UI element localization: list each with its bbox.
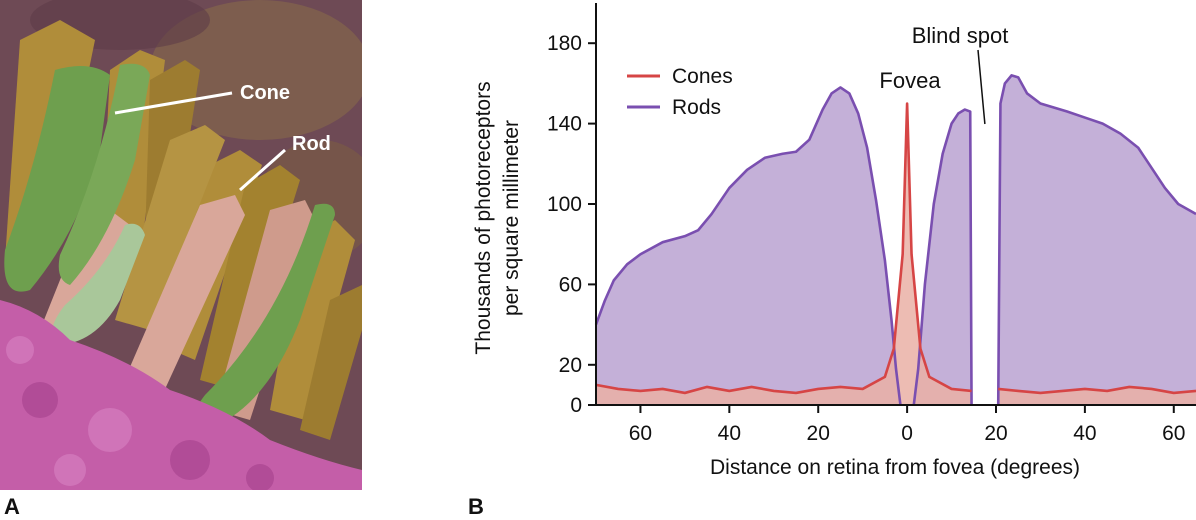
tissue-texture [170, 440, 210, 480]
cone-cell [195, 203, 335, 430]
tissue-texture [54, 454, 86, 486]
blind-spot-band [976, 63, 994, 408]
y-tick-label: 20 [559, 354, 582, 377]
cone-cell [4, 66, 110, 292]
tissue-mass [0, 300, 362, 490]
x-tick-label: 40 [718, 422, 741, 445]
cone-label: Cone [240, 82, 290, 104]
y-tick-label: 60 [559, 273, 582, 296]
y-tick-label: 100 [547, 193, 582, 216]
tissue-texture [246, 464, 274, 490]
panel-letter-b: B [468, 494, 484, 519]
rod-cell [270, 220, 355, 420]
legend: Cones Rods [627, 65, 733, 119]
blind-spot-pointer [977, 49, 986, 125]
y-axis-label: Thousands of photoreceptors [472, 81, 495, 354]
cones-area-segment-1 [998, 386, 1196, 405]
x-axis-label: Distance on retina from fovea (degrees) [710, 456, 1080, 479]
rod-label: Rod [292, 133, 331, 155]
rod-cell [115, 125, 225, 330]
rods-series-line-1 [912, 108, 973, 406]
rods-area-segment-2 [998, 75, 1196, 406]
background-blob [150, 0, 362, 140]
y-tick-label: 140 [547, 113, 582, 136]
cone-pointer-line [114, 91, 233, 115]
fovea-annotation: Fovea [879, 68, 941, 93]
legend-label-rods: Rods [672, 96, 721, 119]
rod-pointer-line [239, 148, 286, 192]
legend-label-cones: Cones [672, 65, 733, 88]
rods-series-line-0 [594, 86, 902, 406]
rods-area-segment-1 [913, 109, 972, 405]
rods-series-line-2 [996, 74, 1196, 406]
tissue-texture [6, 336, 34, 364]
blind-spot-annotation: Blind spot [912, 23, 1009, 48]
x-tick-label: 0 [901, 422, 913, 445]
rods-area-segment-0 [596, 87, 901, 406]
y-tick-label: 180 [547, 32, 582, 55]
rod-cell [40, 210, 130, 340]
cone-cell [58, 63, 150, 285]
x-tick-label: 40 [1073, 422, 1096, 445]
tissue-texture [22, 382, 58, 418]
x-tick-label: 20 [807, 422, 830, 445]
y-tick-label: 0 [570, 394, 582, 417]
panel-letter-a: A [4, 494, 20, 519]
tissue-texture [88, 408, 132, 452]
photoreceptor-micrograph: Cone Rod [0, 0, 362, 490]
cone-cell [51, 223, 145, 345]
cones-series-line-1 [998, 385, 1196, 395]
x-tick-label: 20 [984, 422, 1007, 445]
x-tick-label: 60 [629, 422, 652, 445]
y-axis-label-line2: per square millimeter [500, 120, 523, 316]
x-tick-label: 60 [1162, 422, 1185, 445]
rod-cell [300, 285, 362, 440]
cones-series-line-0 [595, 102, 972, 395]
rod-cell [120, 195, 245, 400]
